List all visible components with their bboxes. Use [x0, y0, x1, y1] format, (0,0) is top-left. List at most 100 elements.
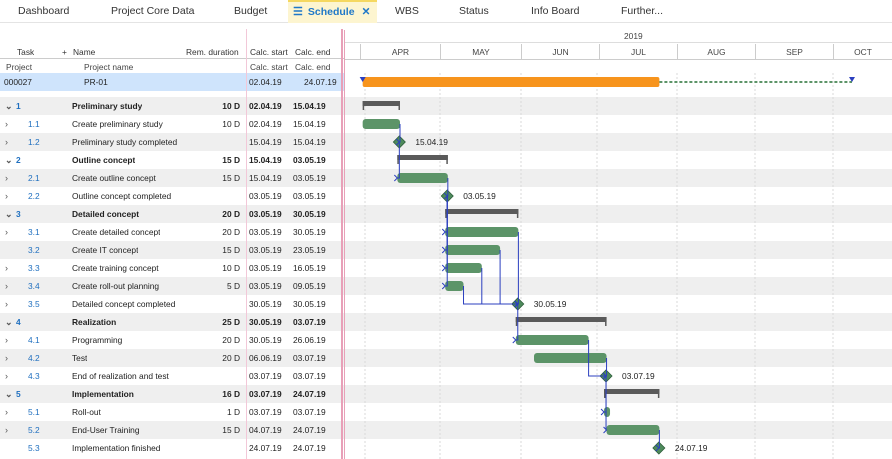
grid-gantt-splitter[interactable]: [341, 29, 343, 459]
grid-header-row: Task + Name Rem. duration Calc. start Ca…: [0, 45, 344, 59]
col-rem-duration-header[interactable]: Rem. duration: [186, 45, 239, 58]
task-row[interactable]: › 5.2 End-User Training 15 D 04.07.19 24.07.1…: [0, 421, 344, 439]
task-row[interactable]: › 2.2 Outline concept completed 03.05.19 03.…: [0, 187, 344, 205]
task-row[interactable]: › 1.1 Create preliminary study 10 D 02.04.19…: [0, 115, 344, 133]
tab-schedule[interactable]: ☰ Schedule ✕: [288, 0, 377, 23]
task-name: Programming: [72, 331, 122, 349]
task-name: Test: [72, 349, 87, 367]
task-row[interactable]: ⌄ 5 Implementation 16 D 03.07.19 24.07.19: [0, 385, 344, 403]
expand-chevron-icon[interactable]: ›: [5, 367, 8, 385]
task-row[interactable]: › 5.1 Roll-out 1 D 03.07.19 03.07.19: [0, 403, 344, 421]
task-name: Create training concept: [72, 259, 159, 277]
gantt-row-band: [344, 97, 892, 115]
tab-further[interactable]: Further...: [621, 0, 663, 23]
col-task-header[interactable]: Task: [17, 45, 34, 58]
task-row[interactable]: ⌄ 4 Realization 25 D 30.05.19 03.07.19: [0, 313, 344, 331]
expand-chevron-icon[interactable]: ›: [5, 259, 8, 277]
list-icon: ☰: [293, 2, 303, 22]
summary-bar: [445, 209, 518, 214]
expand-chevron-icon[interactable]: ›: [5, 187, 8, 205]
gantt-row-band: [344, 277, 892, 295]
task-number: 5.1: [28, 403, 40, 421]
gantt-canvas: 15.04.1903.05.1930.05.1903.07.1924.07.19: [344, 29, 892, 459]
summary-bar: [363, 101, 400, 106]
collapse-chevron-icon[interactable]: ⌄: [5, 313, 13, 331]
expand-chevron-icon[interactable]: ›: [5, 115, 8, 133]
expand-chevron-icon[interactable]: ›: [5, 331, 8, 349]
col-name-header[interactable]: Name: [73, 45, 95, 58]
col-calc-end-sub: Calc. end: [295, 60, 330, 73]
task-calc-start: 30.05.19: [249, 331, 282, 349]
task-row[interactable]: › 3.1 Create detailed concept 20 D 03.05.19 3…: [0, 223, 344, 241]
tab-info-board[interactable]: Info Board: [531, 0, 579, 23]
tab-status[interactable]: Status: [459, 0, 489, 23]
task-calc-start: 03.07.19: [249, 403, 282, 421]
task-calc-start: 03.05.19: [249, 223, 282, 241]
task-row[interactable]: ⌄ 1 Preliminary study 10 D 02.04.19 15.04.19: [0, 97, 344, 115]
task-row[interactable]: › 3.3 Create training concept 10 D 03.05.19 1…: [0, 259, 344, 277]
task-number: 3.2: [28, 241, 40, 259]
task-row[interactable]: › 3.5 Detailed concept completed 30.05.19 30…: [0, 295, 344, 313]
expand-chevron-icon[interactable]: ›: [5, 223, 8, 241]
expand-chevron-icon[interactable]: ›: [5, 133, 8, 151]
task-row[interactable]: ⌄ 2 Outline concept 15 D 15.04.19 03.05.19: [0, 151, 344, 169]
task-calc-end: 03.05.19: [293, 151, 326, 169]
collapse-chevron-icon[interactable]: ⌄: [5, 97, 13, 115]
task-number: 4: [16, 313, 21, 331]
task-bar: [516, 335, 589, 345]
task-calc-end: 03.07.19: [293, 349, 326, 367]
expand-chevron-icon[interactable]: ›: [5, 277, 8, 295]
task-row[interactable]: › 4.1 Programming 20 D 30.05.19 26.06.19: [0, 331, 344, 349]
task-rem-duration: [200, 133, 240, 151]
expand-chevron-icon[interactable]: ›: [5, 349, 8, 367]
task-name: Preliminary study completed: [72, 133, 177, 151]
task-calc-end: 03.07.19: [293, 367, 326, 385]
task-calc-start: 30.05.19: [249, 295, 282, 313]
collapse-chevron-icon[interactable]: ⌄: [5, 385, 13, 403]
milestone-date-label: 03.05.19: [463, 191, 496, 201]
expand-chevron-icon[interactable]: ›: [5, 403, 8, 421]
collapse-chevron-icon[interactable]: ⌄: [5, 205, 13, 223]
summary-bar: [397, 155, 448, 160]
add-column-button[interactable]: +: [62, 45, 67, 58]
col-calc-end-header[interactable]: Calc. end: [295, 45, 330, 58]
task-calc-end: 23.05.19: [293, 241, 326, 259]
summary-bar-cap: [517, 209, 519, 218]
gantt-row-band: [344, 205, 892, 223]
close-tab-icon[interactable]: ✕: [362, 2, 371, 22]
col-calc-start-header[interactable]: Calc. start: [250, 45, 288, 58]
expand-chevron-icon[interactable]: ›: [5, 295, 8, 313]
dependency-link: [606, 376, 607, 430]
task-row[interactable]: › 1.2 Preliminary study completed 15.04.19 1…: [0, 133, 344, 151]
task-calc-end: 30.05.19: [293, 223, 326, 241]
summary-bar-cap: [605, 317, 607, 326]
summary-bar-cap: [397, 155, 399, 164]
task-row[interactable]: › 2.1 Create outline concept 15 D 15.04.19 03…: [0, 169, 344, 187]
task-row[interactable]: 5.3 Implementation finished 24.07.19 24.07.…: [0, 439, 344, 457]
task-rem-duration: 15 D: [200, 421, 240, 439]
tab-budget[interactable]: Budget: [234, 0, 267, 23]
task-calc-start: 24.07.19: [249, 439, 282, 457]
task-row[interactable]: › 4.2 Test 20 D 06.06.19 03.07.19: [0, 349, 344, 367]
task-row[interactable]: ⌄ 3 Detailed concept 20 D 03.05.19 30.05.19: [0, 205, 344, 223]
project-row[interactable]: 000027 PR-01 02.04.19 24.07.19: [0, 73, 344, 91]
task-rem-duration: 20 D: [200, 349, 240, 367]
task-calc-end: 15.04.19: [293, 97, 326, 115]
expand-chevron-icon[interactable]: ›: [5, 169, 8, 187]
column-divider: [246, 29, 247, 459]
tab-wbs[interactable]: WBS: [395, 0, 419, 23]
task-row[interactable]: › 4.3 End of realization and test 03.07.19 0…: [0, 367, 344, 385]
task-calc-end: 09.05.19: [293, 277, 326, 295]
task-calc-start: 03.05.19: [249, 277, 282, 295]
task-calc-end: 03.05.19: [293, 187, 326, 205]
task-calc-end: 26.06.19: [293, 331, 326, 349]
task-calc-end: 24.07.19: [293, 439, 326, 457]
task-name: Detailed concept completed: [72, 295, 175, 313]
task-row[interactable]: › 3.4 Create roll-out planning 5 D 03.05.19 0…: [0, 277, 344, 295]
task-rem-duration: 15 D: [200, 241, 240, 259]
expand-chevron-icon[interactable]: ›: [5, 421, 8, 439]
task-row[interactable]: 3.2 Create IT concept 15 D 03.05.19 23.05.19: [0, 241, 344, 259]
collapse-chevron-icon[interactable]: ⌄: [5, 151, 13, 169]
tab-project-core-data[interactable]: Project Core Data: [111, 0, 194, 23]
tab-dashboard[interactable]: Dashboard: [18, 0, 69, 23]
